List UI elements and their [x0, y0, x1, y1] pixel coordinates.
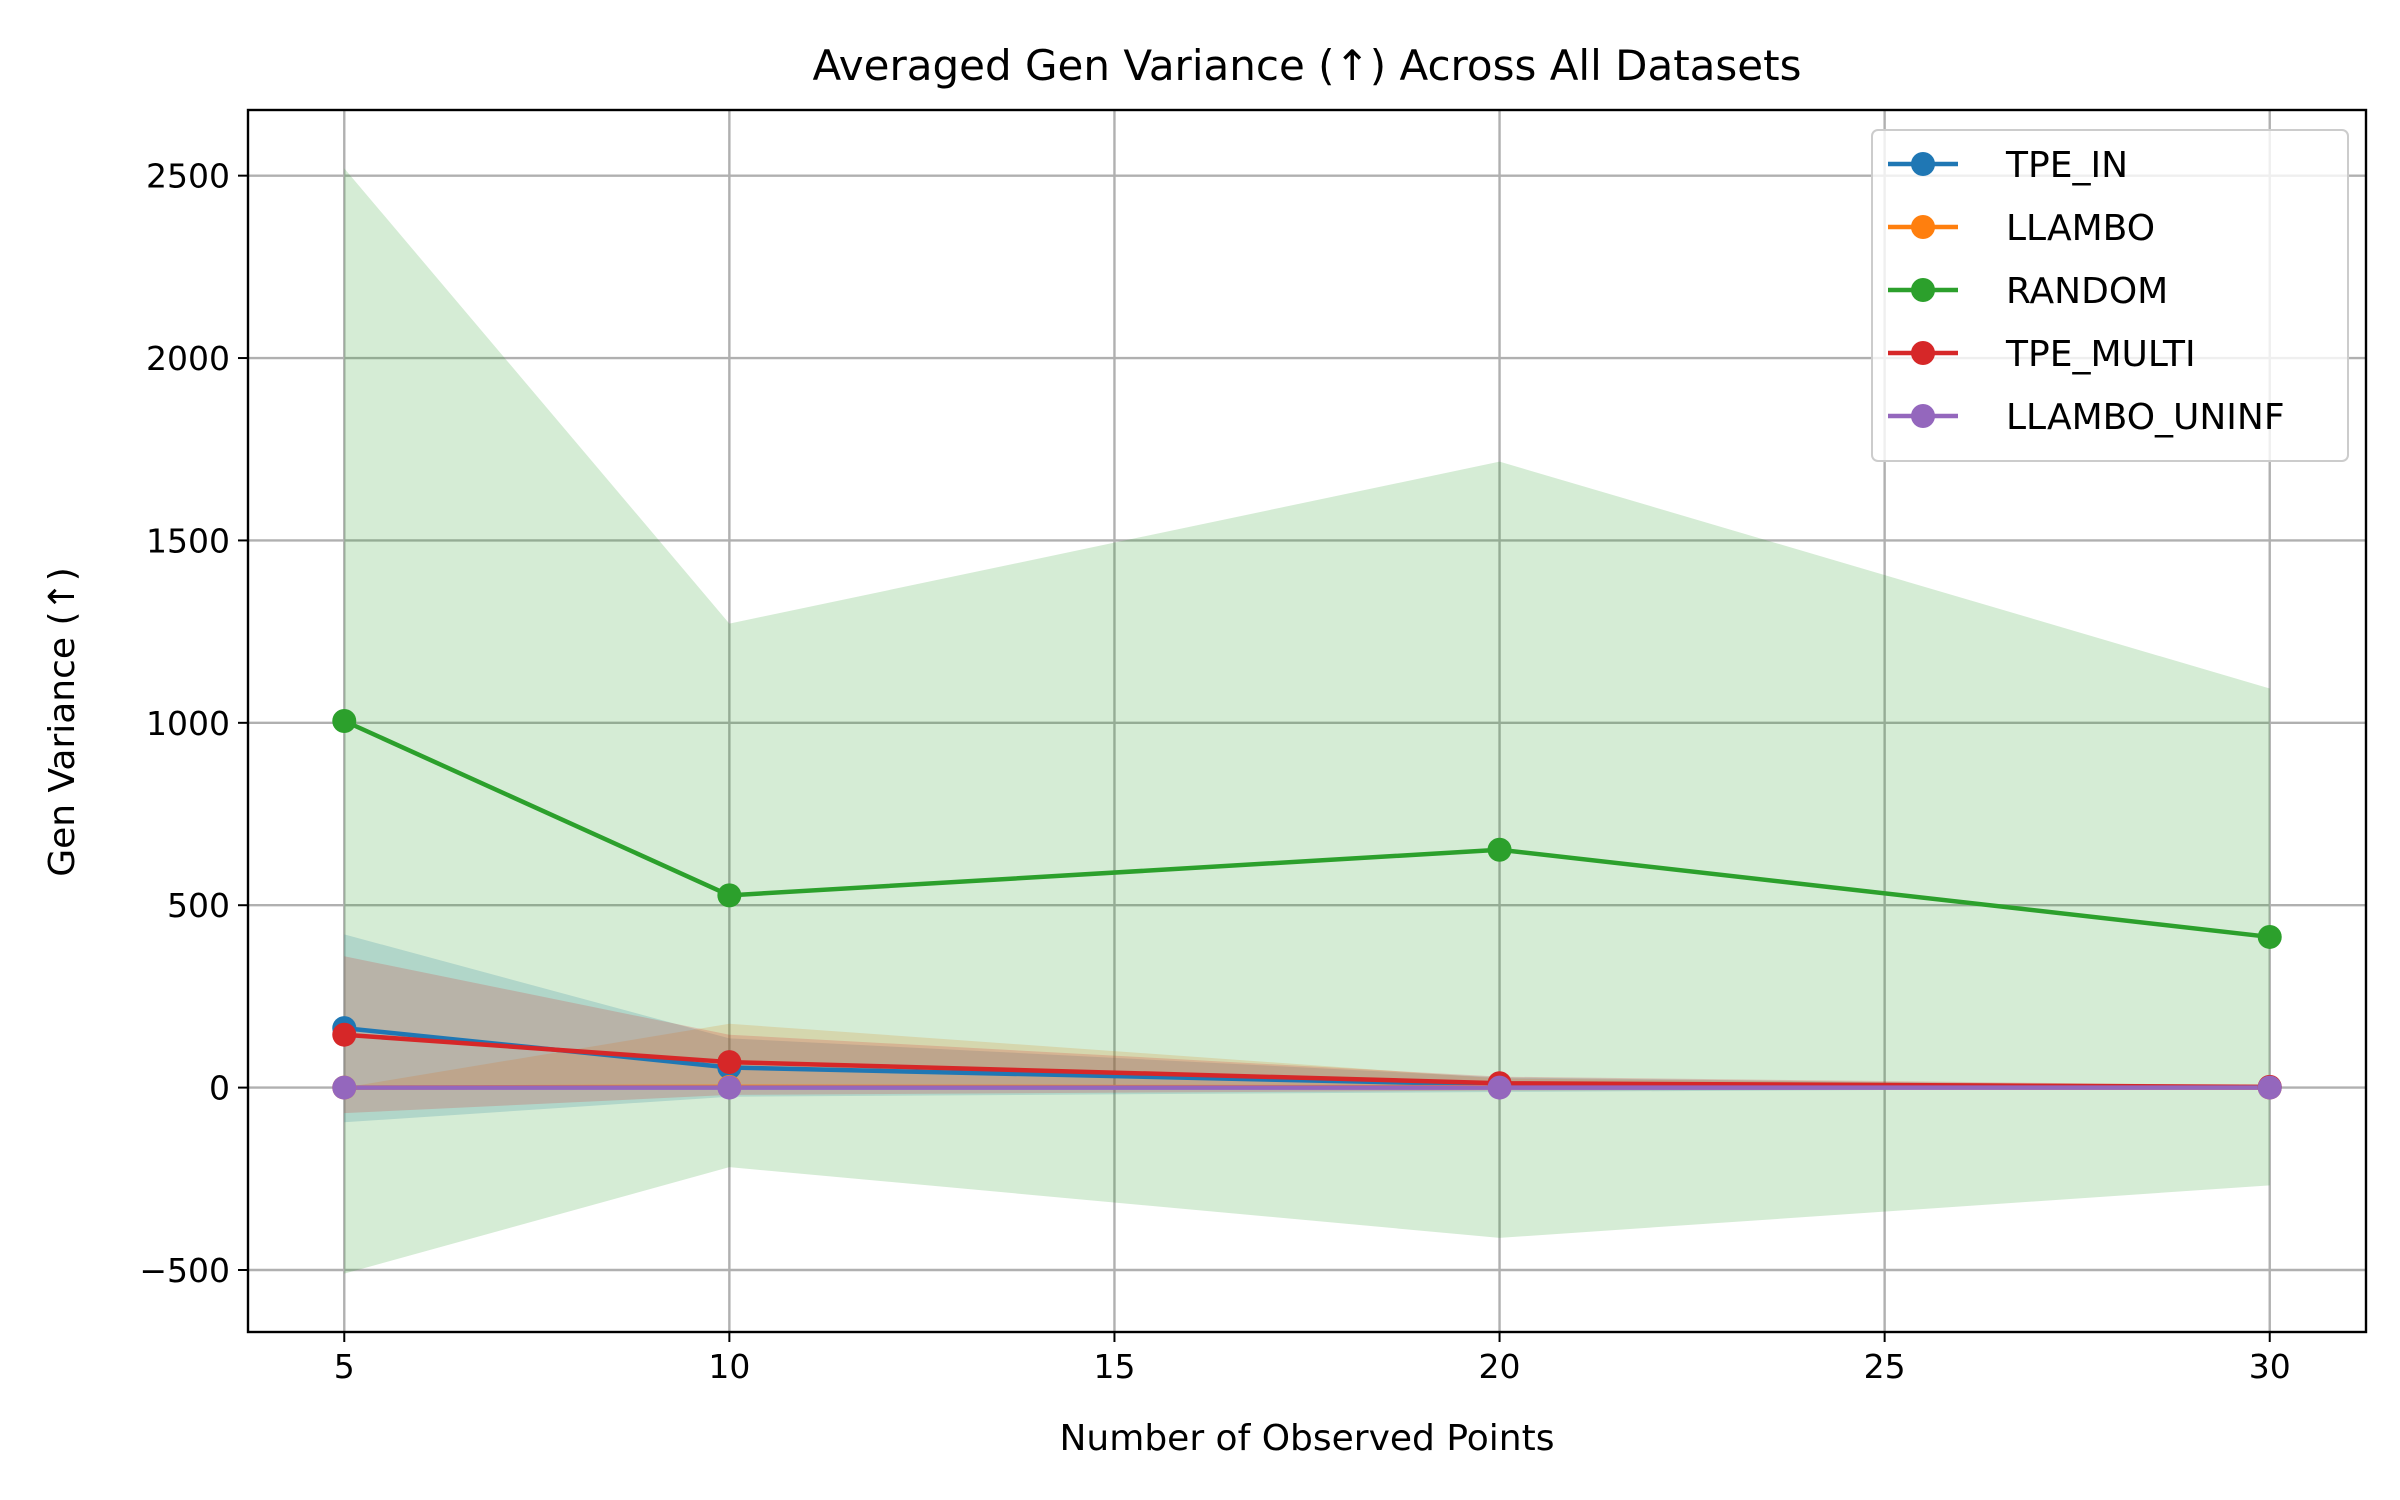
- legend-swatch-marker: [1911, 278, 1935, 302]
- chart-title: Averaged Gen Variance (↑) Across All Dat…: [813, 41, 1802, 90]
- legend-item-tpe-multi: TPE_MULTI: [1888, 334, 2196, 375]
- legend-label: LLAMBO_UNINF: [2006, 397, 2285, 438]
- point-llambo-uninf-30: [2257, 1075, 2282, 1100]
- x-tick-label: 30: [2249, 1347, 2291, 1386]
- legend-box: [1871, 129, 2349, 462]
- axis-ticks: 5 10 15 20 25 30 −500 0 500 1000 1500 2000 2500: [139, 157, 2290, 1386]
- y-tick-label: 2000: [146, 339, 230, 378]
- x-axis-label: Number of Observed Points: [1060, 1418, 1555, 1459]
- x-tick-label: 25: [1864, 1347, 1906, 1386]
- point-tpe-multi-5: [332, 1022, 357, 1047]
- line-tpe-multi: [344, 1032, 2270, 1090]
- point-llambo-uninf-10: [717, 1075, 742, 1100]
- point-llambo-uninf-5: [332, 1075, 357, 1100]
- y-tick-label: 1500: [146, 521, 230, 560]
- point-random-30: [2257, 924, 2282, 949]
- legend-item-tpe-in: TPE_IN: [1888, 145, 2128, 186]
- legend-label: RANDOM: [2006, 271, 2168, 312]
- y-tick-label: 1000: [146, 704, 230, 743]
- x-tick-label: 10: [708, 1347, 750, 1386]
- y-tick-label: 500: [167, 886, 230, 925]
- plot-frame: [246, 108, 2368, 1334]
- legend-item-llambo: LLAMBO: [1888, 208, 2155, 249]
- point-random-10: [717, 883, 742, 908]
- y-tick-label: 2500: [146, 157, 230, 196]
- point-random-5: [332, 709, 357, 733]
- legend-label: LLAMBO: [2006, 208, 2155, 249]
- point-random-20: [1487, 837, 1512, 862]
- legend-item-random: RANDOM: [1888, 271, 2168, 312]
- band-tpe-in: [344, 934, 2270, 1123]
- point-llambo-uninf-20: [1487, 1075, 1512, 1100]
- x-tick-label: 15: [1093, 1347, 1135, 1386]
- legend-swatch-marker: [1911, 215, 1935, 239]
- series-lines: [343, 718, 2270, 1090]
- band-tpe-multi: [344, 956, 2270, 1114]
- legend-label: TPE_IN: [2005, 145, 2128, 186]
- legend-label: TPE_MULTI: [2005, 334, 2196, 375]
- band-random: [344, 168, 2270, 1274]
- point-tpe-multi-10: [717, 1050, 742, 1075]
- y-tick-label: 0: [209, 1069, 230, 1108]
- y-tick-label: −500: [139, 1251, 230, 1290]
- legend: TPE_IN LLAMBO RANDOM TPE_MULTI LLAMBO_UNINF: [1871, 129, 2349, 462]
- x-tick-label: 5: [334, 1347, 355, 1386]
- x-tick-label: 20: [1479, 1347, 1521, 1386]
- line-random: [343, 718, 2270, 940]
- legend-swatch-marker: [1911, 341, 1935, 365]
- series-points: [332, 709, 2282, 1100]
- y-axis-label: Gen Variance (↑): [42, 567, 83, 877]
- legend-swatch-marker: [1911, 152, 1935, 176]
- legend-item-llambo-uninf: LLAMBO_UNINF: [1888, 397, 2285, 438]
- legend-swatch-marker: [1911, 404, 1935, 428]
